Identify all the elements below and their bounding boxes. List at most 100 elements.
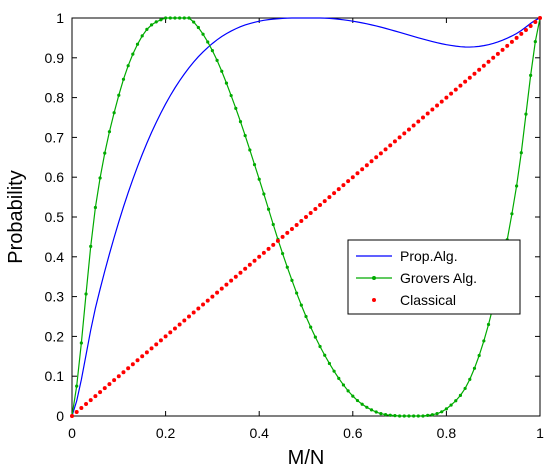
data-point [145,27,149,31]
data-point [458,83,463,88]
data-point [355,398,360,403]
data-point [337,376,341,380]
data-point [538,16,542,20]
data-point [299,303,303,307]
data-point [158,338,163,343]
data-point [332,369,336,373]
data-point [388,413,392,417]
data-point [360,167,365,172]
data-point [93,205,97,210]
data-point [220,69,224,73]
data-point [523,27,528,32]
y-tick-label: 0.4 [45,249,65,265]
series-line [71,17,541,417]
y-tick-label: 0.3 [45,289,65,305]
data-point [463,386,467,391]
x-tick-label: 0.2 [156,425,176,441]
data-point [430,413,434,417]
data-point [430,107,435,112]
data-point [215,290,220,295]
data-point [533,19,538,24]
data-point [421,115,425,120]
data-point [243,266,248,271]
data-point [191,310,196,315]
data-point [313,207,318,212]
data-point [252,258,257,263]
data-point [182,318,187,323]
data-point [112,378,117,383]
data-point [477,67,482,72]
y-axis-label: Probability [5,170,27,263]
data-point [463,79,468,84]
data-point [341,183,346,188]
data-point [388,143,393,148]
x-tick-label: 1 [536,425,544,441]
data-point [351,394,355,398]
data-point [486,59,491,64]
data-point [495,51,500,56]
data-point [79,341,83,345]
data-point [224,282,229,287]
data-point [257,177,261,181]
data-point [289,226,294,231]
y-tick-label: 0.5 [45,209,65,225]
data-point [107,130,112,134]
data-point [425,111,430,116]
data-point [164,16,168,20]
data-point [117,93,121,97]
data-point [168,330,173,335]
data-point [332,191,337,196]
data-point [378,151,383,156]
data-point [93,394,98,399]
data-point [397,135,402,140]
data-point [271,242,276,247]
data-point [313,335,317,339]
y-tick-label: 0.6 [45,169,65,185]
data-point [140,34,144,38]
data-point [440,410,444,414]
data-point [172,326,177,331]
series-layer [70,16,542,418]
data-point [178,16,182,20]
data-point [126,64,130,68]
data-point [140,354,145,359]
data-point [149,23,154,27]
data-point [229,93,233,98]
data-point [206,40,210,44]
x-axis-label: M/N [288,447,325,469]
data-point [449,403,453,407]
data-point [163,334,168,339]
data-point [444,95,449,100]
data-point [505,43,510,48]
data-point [477,353,481,358]
data-point [107,382,112,387]
data-point [369,408,374,412]
data-point [515,184,519,188]
data-point [154,20,158,24]
data-point [318,203,323,208]
data-point [121,77,126,81]
data-point [528,23,533,28]
data-point [112,111,116,115]
data-point [187,314,191,319]
data-point [149,346,154,351]
data-point [74,410,79,415]
data-point [529,73,533,77]
data-point [248,148,252,152]
data-point [234,106,238,110]
x-tick-label: 0.4 [249,425,269,441]
data-point [280,234,285,239]
data-point [275,238,280,243]
data-point [285,230,290,235]
data-point [407,414,411,418]
legend: Prop.Alg. Grovers Alg. Classical [347,239,521,315]
data-point [98,176,102,180]
data-point [472,71,477,76]
legend-box [347,239,521,315]
data-point [262,192,266,196]
data-point [402,131,407,136]
data-point [365,405,369,409]
data-point [341,383,346,387]
data-point [299,218,304,223]
